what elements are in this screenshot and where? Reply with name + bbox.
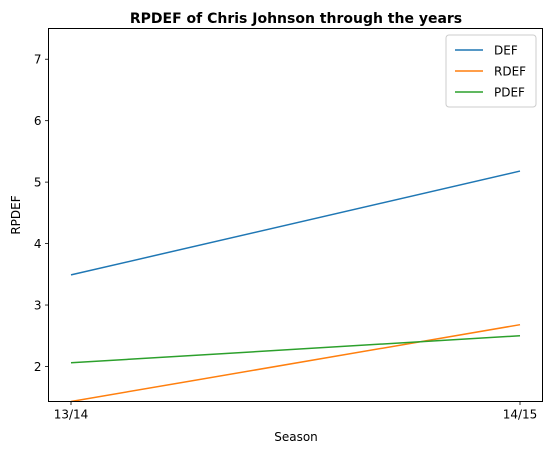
- series-line-def: [70, 170, 521, 276]
- y-tick-label: 4: [34, 237, 42, 251]
- chart-title: RPDEF of Chris Johnson through the years: [130, 11, 462, 27]
- x-axis-label: Season: [274, 430, 318, 444]
- legend-box: [445, 34, 537, 108]
- x-tick-label: 13/14: [54, 408, 89, 422]
- legend-label: PDEF: [494, 86, 525, 100]
- x-tick-label: 14/15: [503, 408, 538, 422]
- y-tick-label: 7: [34, 53, 42, 67]
- legend-label: RDEF: [494, 65, 526, 79]
- legend-label: DEF: [494, 44, 518, 58]
- y-tick-label: 5: [34, 176, 42, 190]
- series-line-pdef: [70, 335, 521, 364]
- y-tick-label: 3: [34, 299, 42, 313]
- y-axis-label: RPDEF: [9, 195, 23, 234]
- plot-frame: [48, 28, 543, 402]
- legend: DEF RDEF PDEF: [445, 34, 537, 108]
- y-tick-label: 2: [34, 360, 42, 374]
- series-line-rdef: [70, 323, 521, 403]
- y-tick-label: 6: [34, 114, 42, 128]
